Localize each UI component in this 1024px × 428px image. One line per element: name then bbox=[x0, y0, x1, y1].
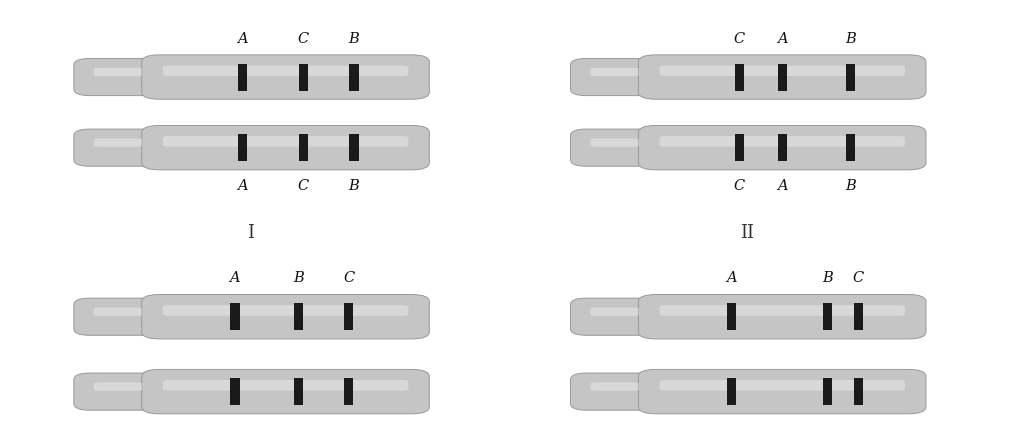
Text: C: C bbox=[298, 179, 309, 193]
FancyBboxPatch shape bbox=[163, 65, 409, 76]
Bar bbox=[299, 134, 308, 161]
Text: B: B bbox=[293, 271, 303, 285]
Bar bbox=[349, 64, 358, 91]
Text: A: A bbox=[229, 271, 241, 285]
Bar bbox=[854, 378, 863, 405]
Bar bbox=[734, 64, 743, 91]
Bar bbox=[230, 303, 240, 330]
Text: A: A bbox=[777, 32, 787, 46]
FancyBboxPatch shape bbox=[141, 125, 429, 170]
FancyBboxPatch shape bbox=[94, 382, 142, 391]
Text: A: A bbox=[238, 32, 248, 46]
FancyBboxPatch shape bbox=[659, 380, 905, 391]
FancyBboxPatch shape bbox=[163, 305, 409, 316]
FancyBboxPatch shape bbox=[570, 129, 658, 166]
FancyBboxPatch shape bbox=[591, 138, 639, 147]
Bar bbox=[846, 134, 855, 161]
Text: B: B bbox=[845, 32, 856, 46]
Text: A: A bbox=[777, 179, 787, 193]
FancyBboxPatch shape bbox=[74, 373, 162, 410]
Text: C: C bbox=[733, 179, 744, 193]
Bar bbox=[734, 134, 743, 161]
FancyBboxPatch shape bbox=[94, 138, 142, 147]
Text: II: II bbox=[740, 224, 755, 242]
Text: C: C bbox=[298, 32, 309, 46]
Text: I: I bbox=[248, 224, 254, 242]
Text: A: A bbox=[726, 271, 737, 285]
FancyBboxPatch shape bbox=[94, 307, 142, 316]
Bar bbox=[854, 303, 863, 330]
FancyBboxPatch shape bbox=[638, 55, 926, 99]
Text: B: B bbox=[822, 271, 834, 285]
Bar bbox=[294, 378, 303, 405]
Text: A: A bbox=[238, 179, 248, 193]
Text: B: B bbox=[348, 32, 359, 46]
Bar bbox=[727, 303, 736, 330]
FancyBboxPatch shape bbox=[591, 382, 639, 391]
FancyBboxPatch shape bbox=[638, 369, 926, 414]
Bar bbox=[344, 303, 353, 330]
Bar bbox=[344, 378, 353, 405]
FancyBboxPatch shape bbox=[659, 136, 905, 147]
FancyBboxPatch shape bbox=[141, 55, 429, 99]
Bar bbox=[349, 134, 358, 161]
Bar bbox=[823, 303, 833, 330]
Text: C: C bbox=[853, 271, 864, 285]
FancyBboxPatch shape bbox=[74, 129, 162, 166]
FancyBboxPatch shape bbox=[163, 380, 409, 391]
FancyBboxPatch shape bbox=[163, 136, 409, 147]
Bar bbox=[238, 64, 247, 91]
FancyBboxPatch shape bbox=[570, 373, 658, 410]
Text: B: B bbox=[348, 179, 359, 193]
FancyBboxPatch shape bbox=[141, 369, 429, 414]
Bar bbox=[230, 378, 240, 405]
FancyBboxPatch shape bbox=[638, 294, 926, 339]
Bar bbox=[299, 64, 308, 91]
FancyBboxPatch shape bbox=[659, 305, 905, 316]
Text: C: C bbox=[733, 32, 744, 46]
FancyBboxPatch shape bbox=[94, 68, 142, 76]
FancyBboxPatch shape bbox=[570, 59, 658, 95]
Bar bbox=[777, 134, 786, 161]
Bar bbox=[846, 64, 855, 91]
Bar bbox=[238, 134, 247, 161]
FancyBboxPatch shape bbox=[74, 298, 162, 335]
FancyBboxPatch shape bbox=[141, 294, 429, 339]
FancyBboxPatch shape bbox=[638, 125, 926, 170]
FancyBboxPatch shape bbox=[659, 65, 905, 76]
FancyBboxPatch shape bbox=[591, 307, 639, 316]
FancyBboxPatch shape bbox=[570, 298, 658, 335]
Bar bbox=[294, 303, 303, 330]
FancyBboxPatch shape bbox=[591, 68, 639, 76]
Text: B: B bbox=[845, 179, 856, 193]
Bar bbox=[777, 64, 786, 91]
Bar bbox=[823, 378, 833, 405]
FancyBboxPatch shape bbox=[74, 59, 162, 95]
Bar bbox=[727, 378, 736, 405]
Text: C: C bbox=[343, 271, 354, 285]
